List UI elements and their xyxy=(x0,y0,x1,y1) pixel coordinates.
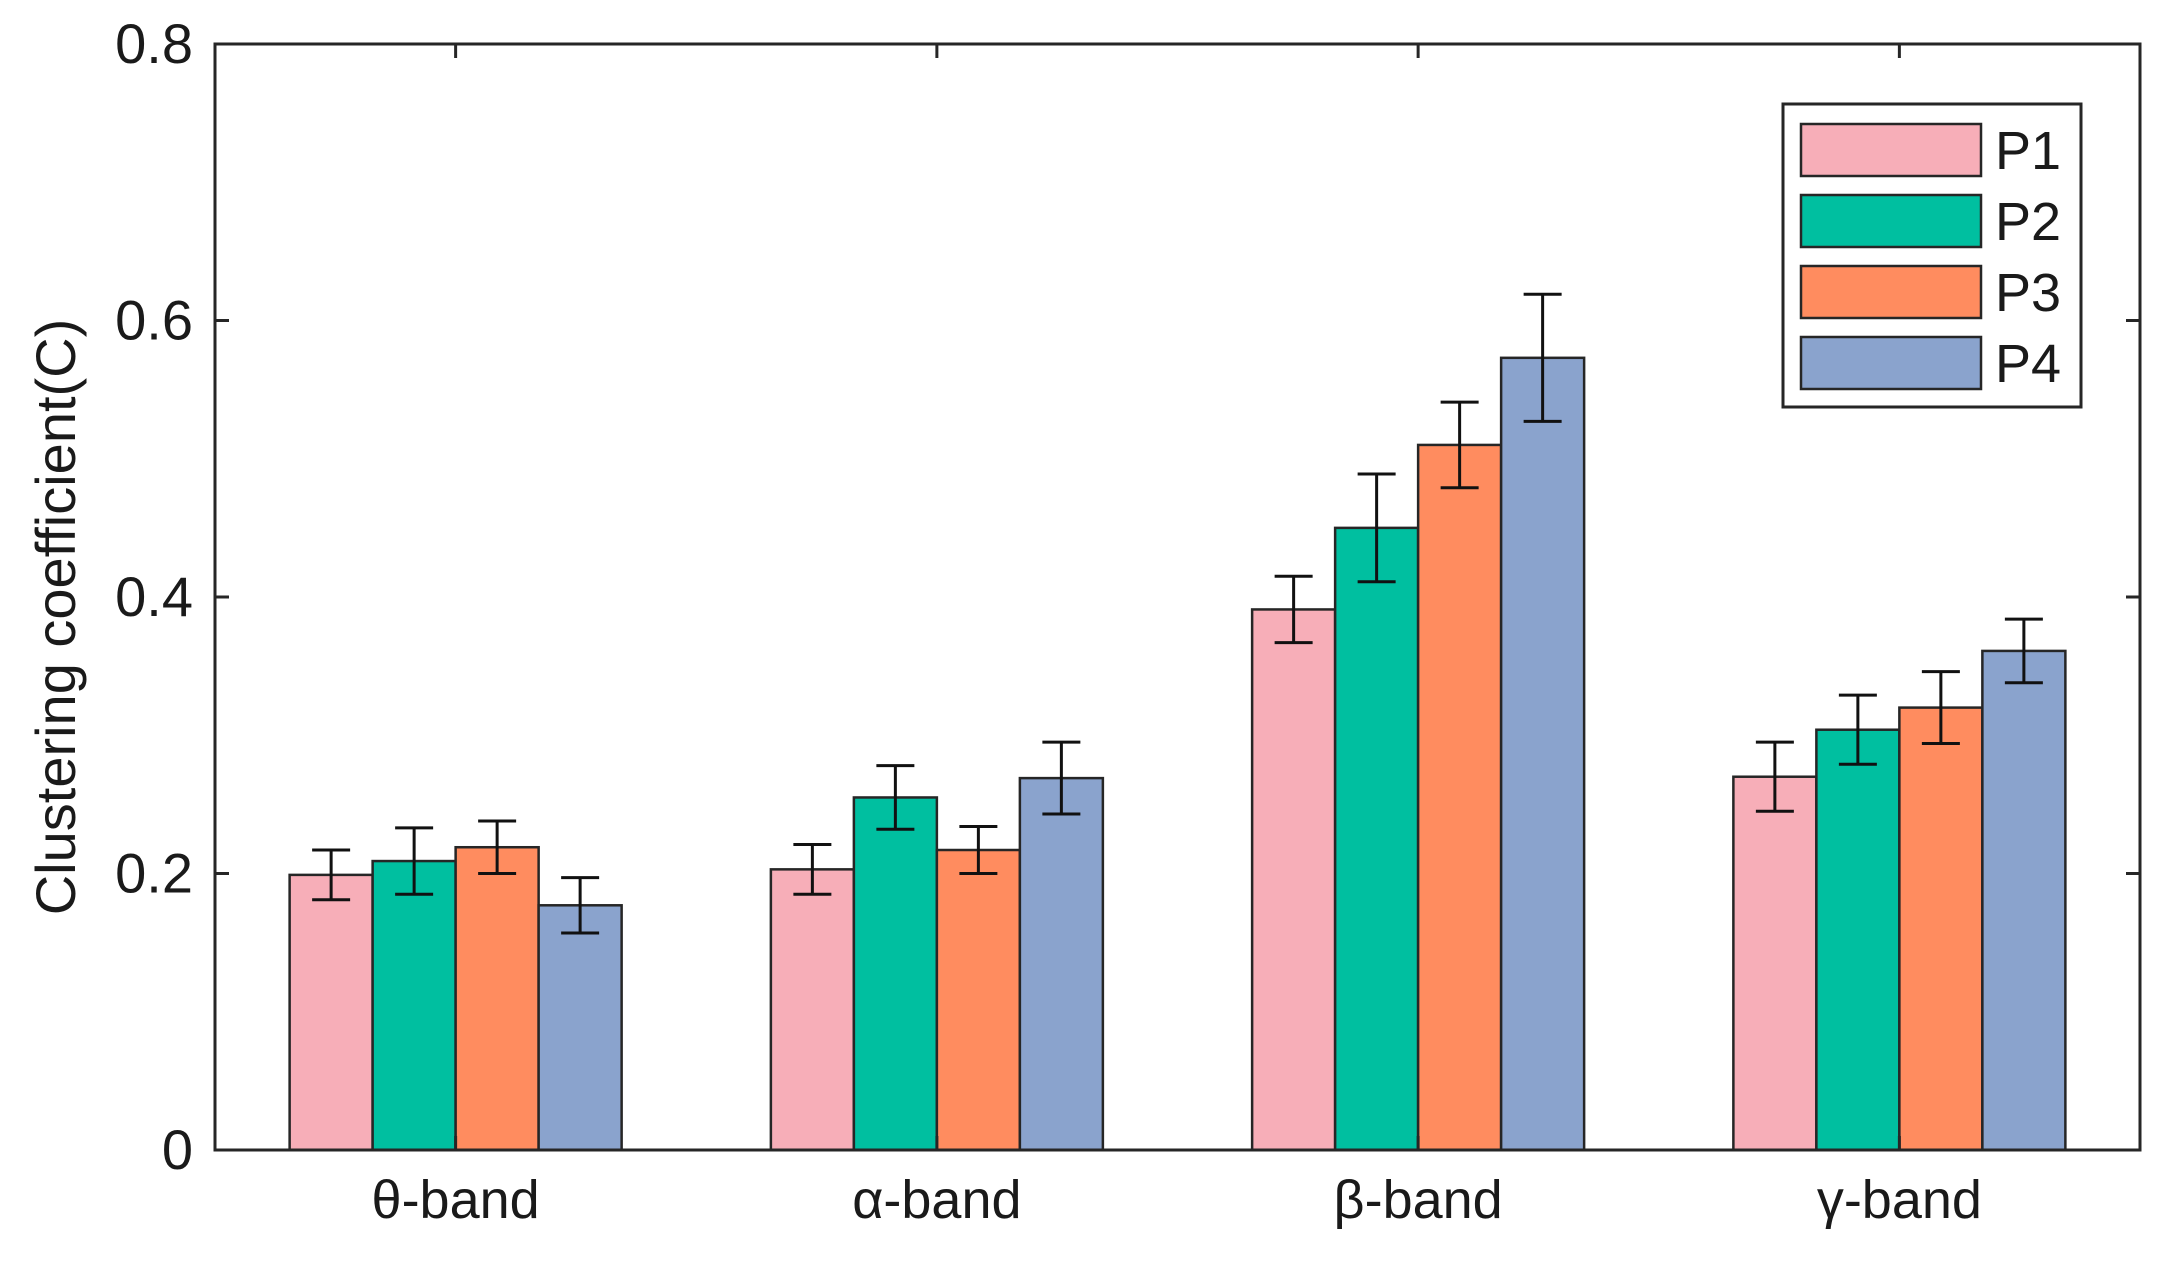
bar-p2-3 xyxy=(1333,526,1420,1152)
x-tick-label: γ-band xyxy=(1817,1170,1982,1230)
x-tick-label: α-band xyxy=(852,1170,1021,1230)
bar-p1-4 xyxy=(1732,775,1818,1152)
bar-p4-4 xyxy=(1981,649,2067,1152)
legend-label-p3: P3 xyxy=(1995,263,2061,323)
legend-swatch-p2 xyxy=(1799,193,1983,249)
y-tick-label: 0.2 xyxy=(115,842,193,905)
legend-label-p4: P4 xyxy=(1995,334,2061,394)
legend-swatch-p3 xyxy=(1799,264,1983,320)
errorbar-layer xyxy=(312,292,2043,935)
bars-layer xyxy=(288,356,2067,1152)
bar-p2-2 xyxy=(852,796,939,1152)
y-tick-label: 0.4 xyxy=(115,565,193,628)
y-tick-label: 0.6 xyxy=(115,289,193,352)
bar-p3-4 xyxy=(1898,706,1984,1152)
legend-label-p2: P2 xyxy=(1995,192,2061,252)
bar-p2-4 xyxy=(1815,728,1901,1152)
y-tick-label: 0.8 xyxy=(115,12,193,75)
bar-p1-2 xyxy=(769,868,856,1152)
legend-swatch-p1 xyxy=(1799,122,1983,178)
bar-p3-2 xyxy=(935,848,1022,1152)
bar-p1-3 xyxy=(1250,608,1337,1152)
legend-label-p1: P1 xyxy=(1995,121,2061,181)
bar-p4-1 xyxy=(537,904,623,1152)
bar-p4-2 xyxy=(1018,776,1105,1152)
x-tick-label: β-band xyxy=(1334,1170,1503,1230)
bar-p1-1 xyxy=(288,873,374,1152)
legend: P1 P2 P3 P4 xyxy=(1781,102,2083,409)
y-axis-label: Clustering coefficient(C) xyxy=(24,319,87,916)
bar-p3-1 xyxy=(454,845,540,1152)
ticks-layer: θ-band α-band β-band γ-band 0 0.2 0.4 0.6 0.8 xyxy=(115,12,2140,1230)
y-tick-label: 0 xyxy=(162,1118,193,1181)
legend-swatch-p4 xyxy=(1799,335,1983,391)
bar-p4-3 xyxy=(1499,356,1586,1152)
bar-p3-3 xyxy=(1416,443,1503,1152)
bar-p2-1 xyxy=(371,859,457,1152)
x-tick-label: θ-band xyxy=(372,1170,540,1230)
